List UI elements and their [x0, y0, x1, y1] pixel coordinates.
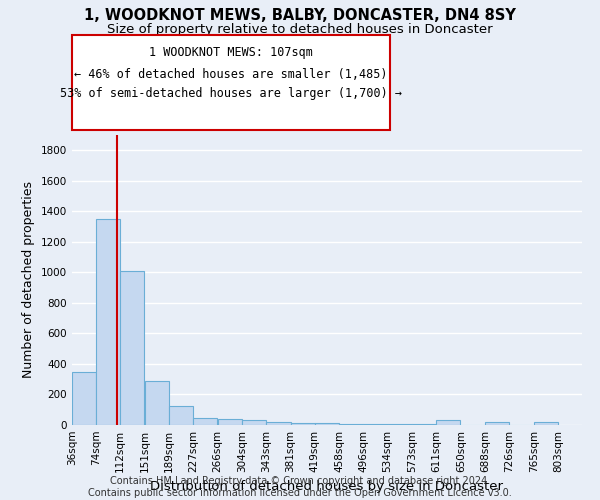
- Text: ← 46% of detached houses are smaller (1,485): ← 46% of detached houses are smaller (1,…: [74, 68, 388, 80]
- Text: 53% of semi-detached houses are larger (1,700) →: 53% of semi-detached houses are larger (…: [60, 88, 402, 101]
- Bar: [534, 422, 558, 425]
- Y-axis label: Number of detached properties: Number of detached properties: [22, 182, 35, 378]
- Bar: [485, 422, 509, 425]
- X-axis label: Distribution of detached houses by size in Doncaster: Distribution of detached houses by size …: [151, 480, 503, 494]
- Text: Contains HM Land Registry data © Crown copyright and database right 2024.
Contai: Contains HM Land Registry data © Crown c…: [88, 476, 512, 498]
- Text: Size of property relative to detached houses in Doncaster: Size of property relative to detached ho…: [107, 22, 493, 36]
- Bar: [314, 424, 339, 425]
- Bar: [290, 422, 314, 425]
- Text: 1, WOODKNOT MEWS, BALBY, DONCASTER, DN4 8SY: 1, WOODKNOT MEWS, BALBY, DONCASTER, DN4 …: [84, 8, 516, 22]
- Bar: [364, 424, 388, 425]
- Bar: [193, 418, 217, 425]
- Bar: [388, 424, 412, 425]
- Bar: [72, 372, 96, 425]
- Bar: [169, 406, 193, 425]
- Bar: [242, 420, 266, 425]
- Bar: [266, 422, 290, 425]
- Text: 1 WOODKNOT MEWS: 107sqm: 1 WOODKNOT MEWS: 107sqm: [149, 46, 313, 59]
- Bar: [436, 420, 460, 425]
- Bar: [218, 419, 242, 425]
- Bar: [96, 219, 120, 425]
- Bar: [120, 271, 144, 425]
- Bar: [145, 380, 169, 425]
- Bar: [412, 424, 436, 425]
- Bar: [340, 424, 364, 425]
